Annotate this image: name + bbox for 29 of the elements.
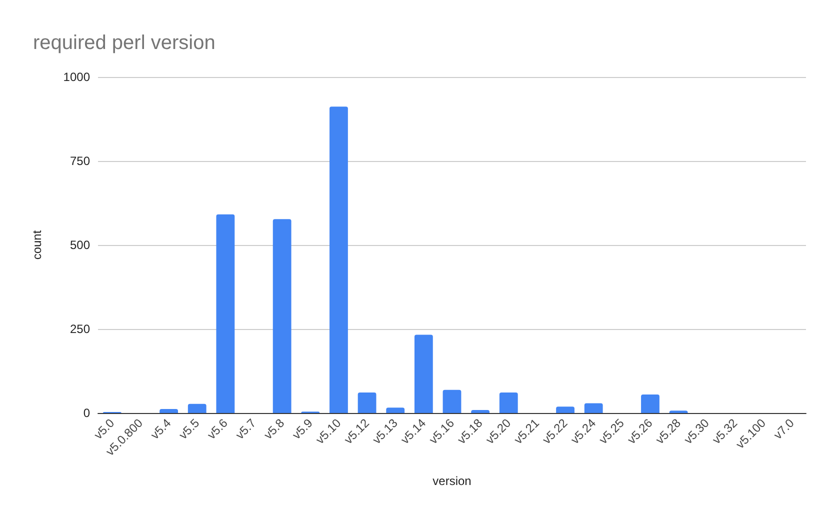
y-tick-label: 500 [70, 238, 90, 252]
x-tick-label: v5.4 [148, 416, 174, 442]
bar [386, 408, 405, 413]
x-tick-label: v5.5 [176, 416, 202, 442]
x-tick-label: v5.9 [289, 416, 316, 442]
bar [556, 406, 574, 413]
bar [216, 214, 235, 413]
chart-title: required perl version [33, 32, 216, 54]
bar [414, 334, 433, 413]
bar [330, 106, 348, 413]
x-tick-label: v7.0 [770, 416, 798, 442]
y-tick-label: 250 [70, 322, 90, 336]
bar [188, 404, 206, 413]
bar [584, 403, 603, 413]
bar [272, 219, 292, 413]
bar [499, 392, 518, 413]
y-axis-title: count [30, 230, 44, 260]
bar [641, 394, 660, 413]
x-tick-label: v5.8 [261, 416, 288, 442]
bar [160, 408, 178, 413]
y-tick-label: 1000 [63, 70, 90, 84]
bar [471, 410, 490, 413]
x-axis-title: version [432, 474, 472, 488]
bar [358, 392, 376, 413]
y-tick-label: 0 [83, 406, 90, 420]
x-tick-label: v5.7 [232, 416, 259, 442]
x-tick-label: v5.6 [204, 416, 231, 442]
bar [442, 390, 462, 413]
y-tick-label: 750 [70, 154, 90, 168]
